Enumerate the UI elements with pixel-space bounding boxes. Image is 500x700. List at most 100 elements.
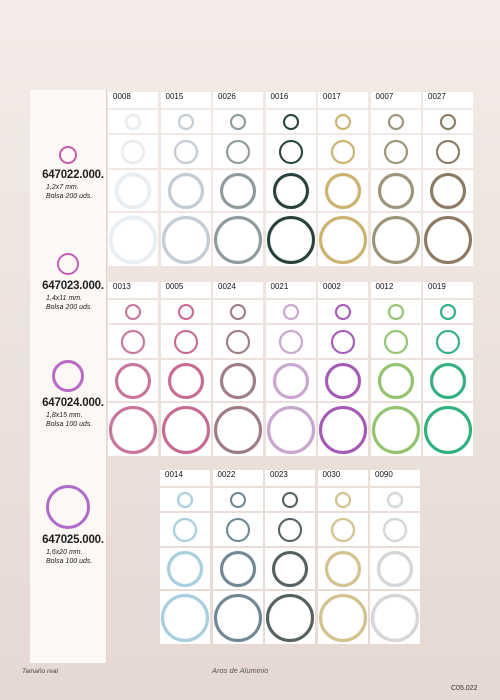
product-code: 647022.000. [42, 169, 104, 181]
ring-sample [436, 329, 460, 354]
ring-cell [265, 170, 316, 211]
ring-cell [265, 325, 316, 358]
ring-sample [430, 172, 466, 209]
product-pack: Bolsa 200 uds. [46, 193, 93, 200]
ring-cell [160, 488, 210, 511]
ring-sample [377, 362, 414, 399]
ring-sample [115, 172, 151, 209]
ring-sample [424, 215, 472, 264]
ring-cell [265, 213, 316, 266]
ring-sample [387, 491, 403, 508]
ring-cell [317, 591, 368, 644]
ring-sample [125, 303, 141, 320]
ring-cell [265, 403, 316, 456]
product-spec: 1,6x20 mm. Bolsa 100 uds. [46, 548, 106, 566]
ring-cell [108, 110, 158, 133]
ring-cell [423, 170, 473, 211]
ring-cell [265, 135, 316, 168]
footer-title: Aros de Aluminio [212, 666, 269, 675]
ring-sample [177, 303, 194, 320]
page-code: C05.022 [451, 685, 478, 692]
ring-cell [213, 213, 263, 266]
ring-swatch [52, 360, 84, 392]
ring-sample [121, 139, 145, 164]
ring-cell [318, 403, 368, 456]
ring-sample [278, 139, 303, 164]
ring-cell [423, 300, 473, 323]
ring-sample [173, 329, 198, 354]
ring-sample [387, 113, 404, 130]
product-block: 647025.000. 1,6x20 mm. Bolsa 100 uds. [30, 485, 106, 566]
color-code-header: 0017 [318, 92, 368, 108]
ring-sample [161, 215, 210, 264]
ring-cell [265, 548, 315, 589]
color-code-header: 0024 [213, 282, 263, 298]
ring-sample [282, 491, 298, 508]
product-size: 1,4x11 mm. [46, 295, 83, 302]
ring-sample [109, 405, 157, 454]
ring-sample [424, 405, 472, 454]
ring-cell [108, 403, 158, 456]
ring-sample [214, 215, 262, 264]
ring-sample [125, 113, 141, 130]
ring-sample [324, 550, 361, 587]
ring-cell [108, 213, 158, 266]
color-code-header: 0013 [108, 282, 158, 298]
color-code-header: 0026 [213, 92, 263, 108]
ring-cell [160, 170, 211, 211]
ring-swatch [57, 253, 79, 275]
ring-cell [213, 135, 263, 168]
ring-cell [212, 513, 263, 546]
ring-cell [318, 213, 368, 266]
ring-cell [370, 135, 421, 168]
ring-sample [167, 550, 203, 587]
ring-sample [377, 172, 414, 209]
ring-sample [430, 362, 466, 399]
ring-sample [383, 139, 408, 164]
ring-swatch [59, 146, 77, 164]
product-block: 647023.000. 1,4x11 mm. Bolsa 200 uds. [30, 253, 106, 312]
ring-cell [160, 135, 211, 168]
ring-cell [213, 110, 263, 133]
ring-sample [278, 517, 302, 542]
product-pack: Bolsa 100 uds. [46, 421, 93, 428]
ring-cell [108, 170, 158, 211]
ring-sample [220, 172, 256, 209]
ring-cell [213, 403, 263, 456]
product-size: 1,8x15 mm. [46, 412, 83, 419]
color-code-header: 0022 [212, 470, 263, 486]
product-pack: Bolsa 100 uds. [46, 558, 93, 565]
color-code-header: 0008 [108, 92, 158, 108]
color-code-header: 0023 [265, 470, 315, 486]
ring-cell [423, 213, 473, 266]
ring-sample [266, 405, 315, 454]
ring-cell [423, 110, 473, 133]
product-block: 647022.000. 1,2x7 mm. Bolsa 200 uds. [30, 146, 106, 201]
ring-sample [371, 215, 420, 264]
ring-sample [167, 172, 204, 209]
ring-sample [282, 113, 299, 130]
ring-cell [212, 548, 263, 589]
ring-cell [370, 300, 421, 323]
ring-sample [177, 113, 194, 130]
ring-sample [109, 215, 157, 264]
ring-cell [160, 300, 211, 323]
ring-sample [173, 517, 197, 542]
product-pack: Bolsa 200 uds. [46, 304, 93, 311]
ring-cell [370, 591, 420, 644]
ring-cell [318, 325, 368, 358]
ring-sample [334, 491, 351, 508]
ring-sample [383, 329, 408, 354]
ring-cell [213, 360, 263, 401]
ring-cell [160, 213, 211, 266]
ring-sample [229, 491, 246, 508]
footer-scale-note: Tamaño real [22, 668, 58, 675]
ring-cell [370, 170, 421, 211]
ring-cell [423, 135, 473, 168]
color-code-header: 0016 [265, 92, 316, 108]
ring-sample [377, 550, 413, 587]
product-size: 1,2x7 mm. [46, 184, 79, 191]
color-code-header: 0015 [160, 92, 211, 108]
ring-cell [213, 300, 263, 323]
product-spec: 1,2x7 mm. Bolsa 200 uds. [46, 183, 106, 201]
